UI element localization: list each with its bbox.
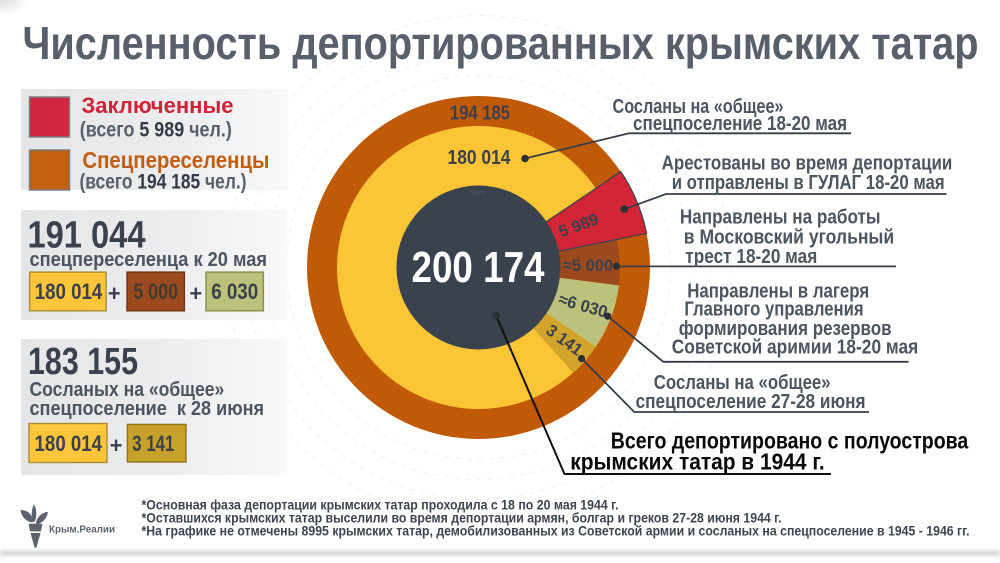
svg-text:≈5 000: ≈5 000 [563, 256, 613, 275]
svg-text:180 014: 180 014 [35, 279, 103, 304]
svg-text:Крым.Реалии: Крым.Реалии [49, 524, 115, 536]
svg-text:3 141: 3 141 [132, 431, 174, 456]
svg-text:формирования резервов: формирования резервов [679, 318, 892, 340]
svg-text:Сосланы на «общее»: Сосланы на «общее» [654, 372, 831, 394]
svg-text:Never: Never [470, 190, 487, 196]
svg-text:крымских татар в 1944 г.: крымских татар в 1944 г. [570, 449, 825, 475]
svg-text:Заключенные: Заключенные [82, 93, 234, 118]
svg-text:спецпоселение к 28 июня: спецпоселение к 28 июня [30, 397, 265, 420]
svg-text:Направлены в лагеря: Направлены в лагеря [687, 280, 869, 302]
svg-text:Спецпереселенцы: Спецпереселенцы [82, 147, 269, 173]
svg-text:+: + [108, 281, 121, 306]
svg-text:в Московский угольный: в Московский угольный [684, 227, 894, 249]
svg-text:Численность депортированных кр: Численность депортированных крымских тат… [23, 17, 979, 69]
svg-text:Сосланы на «общее»: Сосланы на «общее» [613, 96, 784, 118]
svg-text:183 155: 183 155 [28, 341, 138, 383]
svg-text:Арестованы во время депортации: Арестованы во время депортации [662, 153, 953, 175]
svg-text:194 185: 194 185 [450, 103, 510, 125]
svg-text:спецпереселенца к 20 мая: спецпереселенца к 20 мая [30, 248, 268, 271]
svg-text:трест 18-20 мая: трест 18-20 мая [685, 246, 817, 268]
svg-text:*Оставшихся крымских татар выс: *Оставшихся крымских татар выселили во в… [142, 510, 782, 526]
svg-text:и отправлены в ГУЛАГ 18-20 мая: и отправлены в ГУЛАГ 18-20 мая [672, 172, 945, 194]
svg-text:Направлены на работы: Направлены на работы [680, 207, 881, 229]
svg-text:191 044: 191 044 [28, 215, 146, 257]
svg-text:Сосланых на «общее»: Сосланых на «общее» [30, 378, 225, 401]
svg-text:(всего 194 185 чел.): (всего 194 185 чел.) [80, 171, 247, 194]
svg-text:*На графике не отмечены 8995 к: *На графике не отмечены 8995 крымских та… [142, 523, 970, 539]
svg-text:+: + [110, 433, 123, 458]
svg-text:180 014: 180 014 [35, 431, 103, 456]
svg-text:200 174: 200 174 [412, 243, 545, 292]
svg-text:Советской аримии 18-20 мая: Советской аримии 18-20 мая [672, 336, 918, 358]
svg-text:спецпоселение 27-28 июня: спецпоселение 27-28 июня [636, 391, 866, 413]
svg-text:(всего 5 989 чел.): (всего 5 989 чел.) [80, 119, 232, 142]
svg-text:6 030: 6 030 [211, 279, 258, 304]
svg-text:180 014: 180 014 [448, 146, 512, 169]
svg-text:спецпоселение 18-20 мая: спецпоселение 18-20 мая [633, 113, 847, 135]
svg-text:5 000: 5 000 [133, 279, 178, 304]
svg-text:Главного управления: Главного управления [684, 299, 863, 321]
svg-text:*Основная фаза депортации крым: *Основная фаза депортации крымских татар… [142, 497, 619, 513]
svg-text:Всего депортировано с полуостр: Всего депортировано с полуострова [611, 428, 969, 454]
svg-text:+: + [189, 281, 202, 306]
